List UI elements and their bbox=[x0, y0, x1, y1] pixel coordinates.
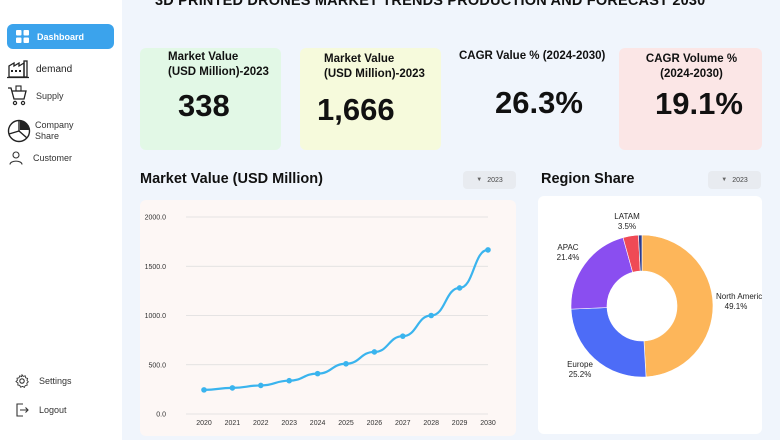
region-share-title: Region Share bbox=[541, 171, 635, 187]
page-title: 3D PRINTED DRONES MARKET TRENDS PRODUCTI… bbox=[155, 0, 706, 9]
slice-percent: 49.1% bbox=[725, 302, 748, 311]
donut-slice bbox=[570, 237, 634, 310]
kpi-value: 338 bbox=[178, 88, 230, 123]
region-share-year-select[interactable]: ▼ 2023 bbox=[708, 171, 761, 189]
donut-slice bbox=[570, 307, 647, 378]
x-tick-label: 2026 bbox=[367, 420, 383, 427]
slice-label: APAC bbox=[557, 243, 578, 252]
sidebar-item-label: Customer bbox=[33, 153, 73, 163]
kpi-value: 19.1% bbox=[655, 86, 743, 121]
x-tick-label: 2029 bbox=[452, 420, 468, 427]
kpi-label: CAGR Value % (2024-2030) bbox=[459, 50, 606, 62]
settings-label: Settings bbox=[39, 376, 72, 386]
chevron-down-icon: ▼ bbox=[721, 177, 728, 183]
x-tick-label: 2030 bbox=[480, 420, 496, 427]
x-tick-label: 2020 bbox=[196, 420, 212, 427]
sidebar-item-company-share[interactable]: Company Share bbox=[7, 116, 114, 146]
kpi-card-cagr-volume: CAGR Volume % (2024-2030) 19.1% bbox=[619, 48, 762, 150]
slice-label: North America bbox=[716, 292, 762, 301]
slice-label: LATAM bbox=[614, 212, 640, 221]
kpi-label: Market Value (USD Million)-2023 bbox=[168, 51, 269, 78]
y-tick-label: 0.0 bbox=[156, 412, 166, 419]
market-value-chart-card: 0.0 500.0 1000.0 1500.0 2000.0 2020 2021 2022 20… bbox=[140, 200, 516, 436]
x-tick-label: 2025 bbox=[338, 420, 354, 427]
main-content: 3D PRINTED DRONES MARKET TRENDS PRODUCTI… bbox=[122, 0, 780, 440]
donut-slice bbox=[638, 234, 643, 272]
data-point bbox=[258, 382, 264, 389]
data-point bbox=[400, 333, 406, 339]
year-select-value: 2023 bbox=[487, 176, 503, 184]
x-tick-label: 2022 bbox=[253, 420, 269, 427]
x-tick-label: 2021 bbox=[225, 420, 241, 427]
kpi-card-cagr-value: CAGR Value % (2024-2030) 26.3% bbox=[458, 48, 606, 150]
kpi-card-market-value-2030: Market Value (USD Million)-2023 1,666 bbox=[300, 48, 441, 150]
slice-percent: 3.5% bbox=[618, 222, 636, 231]
y-tick-label: 500.0 bbox=[148, 362, 166, 369]
kpi-value: 1,666 bbox=[317, 92, 395, 127]
data-point bbox=[229, 385, 236, 391]
data-point bbox=[343, 360, 349, 367]
market-value-line-chart: 0.0 500.0 1000.0 1500.0 2000.0 2020 2021 2022 20… bbox=[145, 215, 496, 428]
x-tick-label: 2027 bbox=[395, 420, 411, 427]
y-tick-label: 1000.0 bbox=[145, 313, 167, 320]
kpi-label: Market Value (USD Million)-2023 bbox=[324, 53, 425, 80]
kpi-card-market-value-2023: Market Value (USD Million)-2023 338 bbox=[140, 48, 281, 150]
x-tick-label: 2023 bbox=[281, 420, 297, 427]
user-icon bbox=[7, 149, 25, 167]
data-point bbox=[314, 370, 321, 377]
y-tick-label: 1500.0 bbox=[145, 264, 167, 271]
region-share-chart-card: North America 49.1% Europe 25.2% APAC 21.4% LA… bbox=[538, 196, 768, 434]
gear-icon bbox=[13, 372, 31, 390]
data-point bbox=[428, 312, 435, 319]
slice-percent: 25.2% bbox=[569, 370, 592, 379]
data-point bbox=[456, 285, 463, 291]
sidebar-item-label: Supply bbox=[36, 91, 64, 101]
sidebar-item-supply[interactable]: Supply bbox=[7, 84, 114, 108]
factory-icon bbox=[7, 58, 29, 80]
x-tick-label: 2024 bbox=[310, 420, 326, 427]
slice-label: Europe bbox=[567, 360, 593, 369]
sidebar: Dashboard demand Supply Company Share Cu… bbox=[0, 0, 122, 440]
y-tick-label: 2000.0 bbox=[145, 215, 167, 222]
settings-button[interactable]: Settings bbox=[7, 372, 114, 390]
slice-percent: 21.4% bbox=[557, 253, 580, 262]
pie-icon bbox=[7, 119, 31, 143]
cart-icon bbox=[7, 85, 29, 107]
donut-slice bbox=[641, 234, 714, 378]
sidebar-item-customer[interactable]: Customer bbox=[7, 149, 114, 167]
grid-icon bbox=[13, 28, 31, 46]
year-select-value: 2023 bbox=[732, 176, 748, 184]
x-tick-label: 2028 bbox=[423, 420, 439, 427]
data-point bbox=[286, 377, 292, 384]
market-value-year-select[interactable]: ▼ 2023 bbox=[463, 171, 516, 189]
series-line bbox=[203, 248, 489, 391]
sidebar-item-demand[interactable]: demand bbox=[7, 57, 114, 81]
kpi-value: 26.3% bbox=[495, 85, 583, 120]
logout-icon bbox=[13, 401, 31, 419]
logout-label: Logout bbox=[39, 405, 67, 415]
logout-button[interactable]: Logout bbox=[7, 401, 114, 419]
data-point bbox=[371, 349, 378, 355]
data-point bbox=[485, 247, 491, 253]
sidebar-item-dashboard[interactable]: Dashboard bbox=[7, 24, 114, 49]
kpi-label: CAGR Volume % (2024-2030) bbox=[645, 53, 738, 80]
market-value-title: Market Value (USD Million) bbox=[140, 171, 323, 187]
sidebar-item-label: Company Share bbox=[35, 120, 74, 141]
data-point bbox=[201, 387, 207, 393]
sidebar-item-label: demand bbox=[36, 63, 73, 75]
sidebar-item-label: Dashboard bbox=[37, 31, 85, 42]
chevron-down-icon: ▼ bbox=[476, 177, 483, 183]
